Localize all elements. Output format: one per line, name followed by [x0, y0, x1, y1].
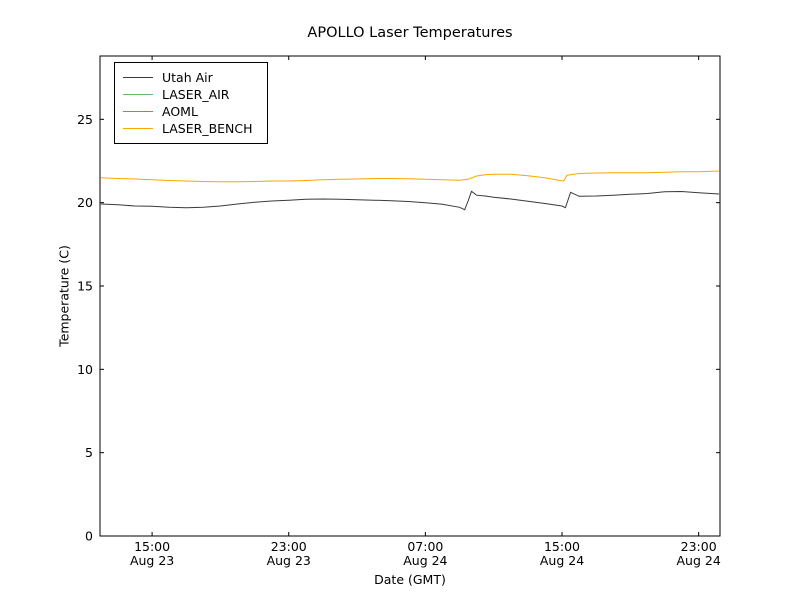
legend-item-laser-air: LASER_AIR	[123, 86, 253, 103]
y-tick-label: 10	[77, 362, 93, 377]
x-tick-label-date: Aug 24	[677, 553, 721, 568]
x-tick-label-time: 15:00	[544, 539, 580, 554]
legend-label-utah-air: Utah Air	[162, 70, 213, 85]
y-tick-label: 20	[77, 195, 93, 210]
legend-item-aoml: AOML	[123, 103, 253, 120]
legend-line-laser-air	[123, 94, 153, 95]
legend-label-laser-air: LASER_AIR	[162, 87, 230, 102]
x-tick-label-date: Aug 24	[403, 553, 447, 568]
legend-item-laser-bench: LASER_BENCH	[123, 120, 253, 137]
legend-label-aoml: AOML	[162, 104, 198, 119]
chart-title: APOLLO Laser Temperatures	[307, 25, 513, 41]
legend-line-aoml	[123, 111, 153, 112]
y-tick-label: 0	[85, 529, 93, 544]
series-line-laser-bench	[100, 170, 720, 183]
x-tick-label-time: 23:00	[271, 539, 307, 554]
x-tick-label-date: Aug 23	[130, 553, 174, 568]
legend: Utah Air LASER_AIR AOML LASER_BENCH	[114, 62, 268, 144]
x-tick-label-time: 07:00	[407, 539, 443, 554]
series-line-utah-air	[100, 190, 720, 211]
legend-item-utah-air: Utah Air	[123, 69, 253, 86]
y-tick-label: 15	[77, 279, 93, 294]
x-axis-label: Date (GMT)	[374, 572, 446, 587]
legend-line-utah-air	[123, 77, 153, 78]
x-tick-label-time: 23:00	[681, 539, 717, 554]
legend-line-laser-bench	[123, 128, 153, 129]
x-tick-label-time: 15:00	[134, 539, 170, 554]
x-tick-label-date: Aug 23	[267, 553, 311, 568]
y-tick-label: 5	[85, 445, 93, 460]
x-tick-label-date: Aug 24	[540, 553, 584, 568]
legend-label-laser-bench: LASER_BENCH	[162, 121, 253, 136]
y-tick-label: 25	[77, 112, 93, 127]
plot-frame	[99, 55, 721, 537]
